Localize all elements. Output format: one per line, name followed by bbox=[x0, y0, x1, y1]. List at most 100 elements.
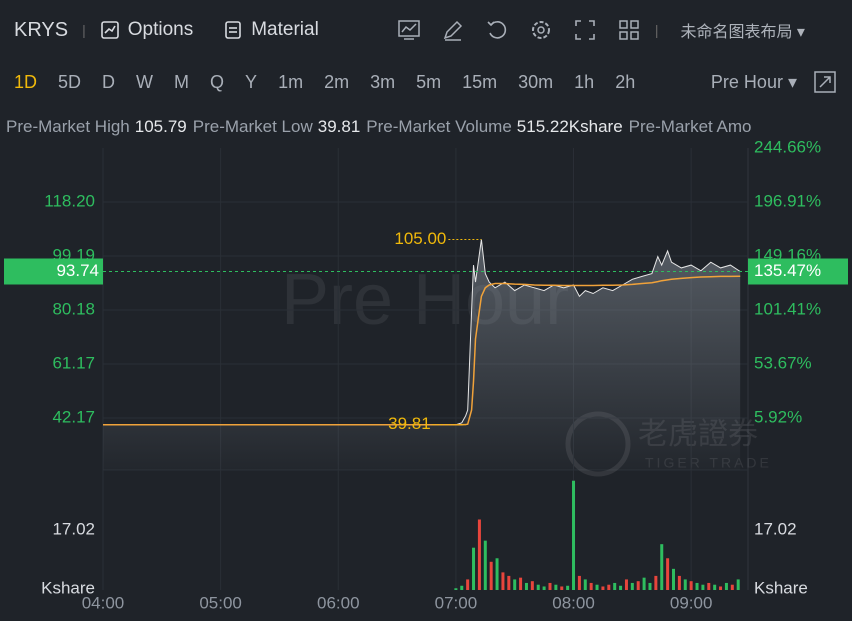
timeframe[interactable]: W bbox=[136, 71, 154, 92]
tool-icons bbox=[397, 18, 641, 42]
stat-value: 105.79 bbox=[134, 117, 187, 136]
volume-bar bbox=[672, 568, 676, 590]
stat-value: 39.81 bbox=[317, 117, 361, 136]
volume-bar bbox=[654, 575, 658, 590]
material-icon bbox=[225, 21, 242, 39]
volume-bar bbox=[483, 540, 487, 590]
settings-icon[interactable] bbox=[529, 18, 553, 42]
layout-menu[interactable]: 未命名图表布局 ▾ bbox=[680, 24, 805, 41]
timeframe[interactable]: 2h bbox=[615, 71, 636, 92]
timeframe[interactable]: M bbox=[174, 71, 190, 92]
stat-label: Pre-Market Volume bbox=[366, 117, 512, 136]
volume-bar bbox=[466, 579, 470, 590]
timeframe[interactable]: 5m bbox=[416, 71, 442, 92]
price-area bbox=[103, 239, 741, 470]
volume-bar bbox=[695, 582, 699, 590]
volume-bar bbox=[589, 582, 593, 590]
last-price-label: 93.74 bbox=[56, 261, 99, 280]
annotation-label: 105.00 bbox=[394, 229, 446, 248]
timeframe[interactable]: 15m bbox=[462, 71, 498, 92]
y-tick-label: 42.17 bbox=[52, 407, 95, 426]
timeframe[interactable]: Y bbox=[245, 71, 258, 92]
volume-bar bbox=[607, 584, 611, 590]
volume-bar bbox=[601, 586, 605, 590]
volume-bar bbox=[642, 577, 646, 590]
volume-bar bbox=[460, 585, 464, 590]
volume-bar bbox=[501, 572, 505, 590]
volume-bar bbox=[583, 579, 587, 590]
timeframe[interactable]: 2m bbox=[324, 71, 350, 92]
volume-bar bbox=[560, 586, 564, 590]
volume-bar bbox=[724, 582, 728, 590]
volume-bar bbox=[619, 585, 623, 590]
volume-bar bbox=[477, 519, 481, 590]
indicator-icon[interactable] bbox=[397, 18, 421, 42]
separator: | bbox=[654, 22, 659, 38]
volume-bar bbox=[566, 585, 570, 590]
x-tick-label: 06:00 bbox=[317, 593, 360, 612]
x-tick-label: 05:00 bbox=[199, 593, 242, 612]
timeframe[interactable]: 1m bbox=[278, 71, 304, 92]
x-tick-label: 07:00 bbox=[435, 593, 478, 612]
timeframe[interactable]: 30m bbox=[518, 71, 554, 92]
volume-bar bbox=[719, 586, 723, 590]
draw-icon[interactable] bbox=[441, 18, 465, 42]
volume-bar bbox=[513, 579, 517, 590]
stat-label: Pre-Market High bbox=[6, 117, 130, 136]
annotation-label: 39.81 bbox=[388, 414, 431, 433]
toolbar: KRYS | Options Material | 未命名图表布局 ▾ bbox=[0, 10, 852, 50]
y-tick-label: 118.20 bbox=[44, 191, 95, 210]
volume-bar bbox=[689, 581, 693, 590]
last-price-box bbox=[4, 258, 103, 285]
average-line bbox=[103, 275, 741, 426]
volume-bar bbox=[730, 584, 734, 590]
volume-bar bbox=[472, 547, 476, 590]
volume-bar bbox=[701, 584, 705, 590]
volume-bar bbox=[507, 575, 511, 590]
volume-bar bbox=[530, 581, 534, 590]
session-menu[interactable]: Pre Hour ▾ bbox=[710, 71, 797, 92]
volume-bar bbox=[577, 575, 581, 590]
layout-label: 未命名图表布局 bbox=[680, 24, 793, 41]
volume-tick-label: 17.02 bbox=[754, 519, 797, 538]
timeframe-bar: 1D 5D D W M Q Y 1m 2m 3m 5m 15m 30m 1h 2h Pre Hour ▾ bbox=[0, 66, 852, 98]
y-tick-label: 80.18 bbox=[52, 300, 95, 319]
options-button[interactable]: Options bbox=[100, 19, 193, 41]
volume-bar bbox=[630, 582, 634, 590]
y-tick-label: 61.17 bbox=[52, 354, 95, 373]
fullscreen-icon[interactable] bbox=[573, 18, 597, 42]
material-button[interactable]: Material bbox=[223, 19, 319, 41]
volume-bar bbox=[524, 582, 528, 590]
options-label: Options bbox=[127, 19, 194, 40]
last-pct-box bbox=[748, 258, 848, 285]
timeframe[interactable]: 1h bbox=[574, 71, 595, 92]
x-tick-label: 08:00 bbox=[552, 593, 595, 612]
volume-tick-label: 17.02 bbox=[52, 519, 95, 538]
material-label: Material bbox=[251, 19, 319, 40]
volume-bar bbox=[707, 582, 711, 590]
stat-label: Pre-Market Amo bbox=[628, 117, 752, 136]
timeframe[interactable]: 5D bbox=[58, 71, 82, 92]
volume-bar bbox=[677, 575, 681, 590]
timeframe[interactable]: Q bbox=[210, 71, 225, 92]
expand-icon[interactable] bbox=[814, 71, 836, 93]
timeframe[interactable]: 1D bbox=[14, 71, 38, 92]
y2-tick-label: 5.92% bbox=[754, 408, 802, 427]
reset-icon[interactable] bbox=[485, 18, 509, 42]
timeframe[interactable]: 3m bbox=[370, 71, 396, 92]
grid-icon[interactable] bbox=[617, 18, 641, 42]
symbol[interactable]: KRYS bbox=[14, 18, 69, 41]
volume-bar bbox=[713, 584, 717, 590]
last-pct-label: 135.47% bbox=[754, 261, 821, 280]
volume-bar bbox=[595, 584, 599, 590]
volume-bar bbox=[495, 558, 499, 590]
y2-tick-label: 244.66% bbox=[754, 137, 821, 156]
volume-unit: Kshare bbox=[41, 578, 95, 597]
volume-bar bbox=[519, 577, 523, 590]
volume-bar bbox=[624, 579, 628, 590]
timeframe[interactable]: D bbox=[102, 71, 116, 92]
volume-bar bbox=[613, 582, 617, 590]
volume-bar bbox=[636, 581, 640, 590]
